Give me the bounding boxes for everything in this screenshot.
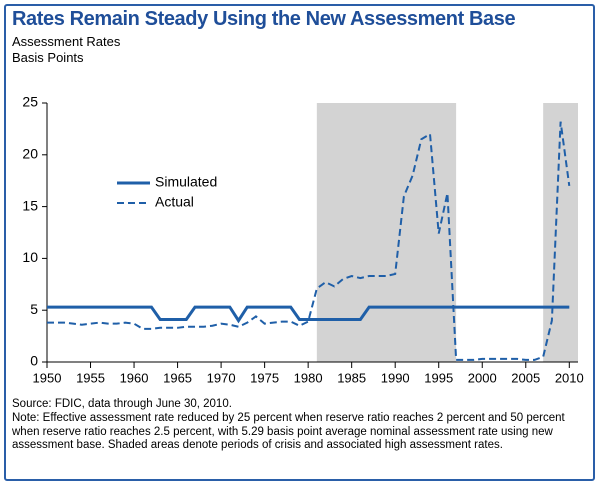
x-tick-label: 1965 — [163, 370, 192, 385]
note: Note: Effective assessment rate reduced … — [12, 412, 565, 451]
x-tick-label: 1985 — [337, 370, 366, 385]
chart-title: Rates Remain Steady Using the New Assess… — [12, 8, 516, 30]
x-tick-label: 1950 — [33, 370, 62, 385]
series-line — [47, 121, 571, 361]
y-tick-label: 20 — [22, 146, 38, 162]
x-tick-label: 1995 — [424, 370, 453, 385]
shaded-region — [316, 103, 457, 362]
y-tick-label: 0 — [30, 353, 38, 369]
source: Source: FDIC, data through June 30, 2010… — [12, 398, 232, 410]
x-tick-label: 1955 — [76, 370, 105, 385]
x-tick-label: 1990 — [381, 370, 410, 385]
x-tick-label: 1970 — [207, 370, 236, 385]
x-tick-label: 2000 — [468, 370, 497, 385]
series-line — [47, 305, 570, 324]
x-tick-label: 1975 — [250, 370, 279, 385]
x-tick-label: 2005 — [511, 370, 540, 385]
y-axis-label: Basis Points — [12, 50, 84, 65]
x-tick-label: 2010 — [555, 370, 584, 385]
subtitle: Assessment Rates — [12, 34, 121, 49]
shaded-region — [543, 103, 578, 362]
legend-label: Simulated — [155, 174, 217, 190]
y-tick-label: 25 — [22, 94, 38, 110]
legend-label: Actual — [155, 194, 194, 210]
y-tick-label: 10 — [22, 249, 38, 265]
frame — [4, 4, 595, 481]
y-tick-label: 5 — [30, 301, 38, 317]
x-tick-label: 1960 — [120, 370, 149, 385]
y-tick-label: 15 — [22, 197, 38, 213]
x-tick-label: 1980 — [294, 370, 323, 385]
